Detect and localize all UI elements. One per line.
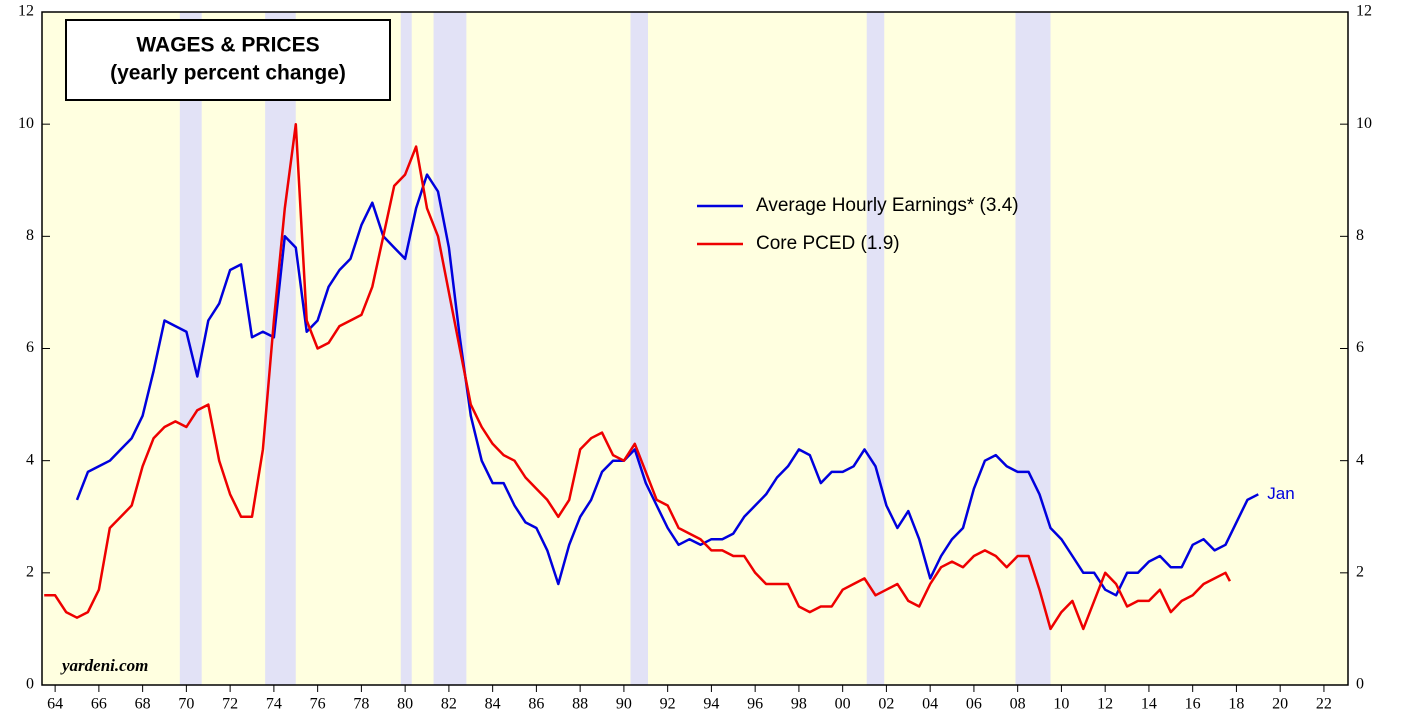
x-tick-label: 68 (135, 696, 151, 713)
legend-label: Average Hourly Earnings* (3.4) (756, 195, 1019, 216)
x-tick-label: 82 (441, 696, 457, 713)
y-tick-label: 12 (18, 3, 34, 20)
x-tick-label: 08 (1010, 696, 1026, 713)
x-tick-label: 96 (747, 696, 763, 713)
y-tick-label: 4 (26, 451, 34, 468)
x-tick-label: 84 (485, 696, 501, 713)
title-box (65, 19, 391, 101)
x-tick-label: 02 (878, 696, 894, 713)
x-tick-label: 66 (91, 696, 107, 713)
recession-band (866, 12, 885, 685)
x-tick-label: 92 (660, 696, 676, 713)
annotation: Jan (1267, 484, 1294, 503)
x-tick-label: 18 (1228, 696, 1244, 713)
recession-band (400, 12, 412, 685)
recession-band (630, 12, 648, 685)
x-tick-label: 12 (1097, 696, 1113, 713)
x-tick-label: 16 (1185, 696, 1201, 713)
recession-band (265, 12, 296, 685)
y2-tick-label: 4 (1356, 451, 1364, 468)
chart-title: WAGES & PRICES (136, 34, 319, 57)
x-tick-label: 88 (572, 696, 588, 713)
y2-tick-label: 6 (1356, 339, 1364, 356)
y-tick-label: 10 (18, 115, 34, 132)
series-line (44, 122, 1232, 631)
y-tick-label: 8 (26, 227, 34, 244)
x-tick-label: 00 (835, 696, 851, 713)
y2-tick-label: 12 (1356, 3, 1372, 20)
x-tick-label: 04 (922, 696, 938, 713)
x-tick-label: 78 (353, 696, 369, 713)
x-tick-label: 74 (266, 696, 282, 713)
y-tick-label: 2 (26, 564, 34, 581)
source: yardeni.com (60, 656, 148, 675)
y2-tick-label: 2 (1356, 564, 1364, 581)
x-tick-label: 76 (310, 696, 326, 713)
x-tick-label: 06 (966, 696, 982, 713)
plot-background (42, 12, 1348, 685)
x-tick-label: 20 (1272, 696, 1288, 713)
y-tick-label: 0 (26, 676, 34, 693)
y2-tick-label: 10 (1356, 115, 1372, 132)
recession-band (1015, 12, 1051, 685)
y2-tick-label: 8 (1356, 227, 1364, 244)
x-tick-label: 10 (1053, 696, 1069, 713)
x-tick-label: 22 (1316, 696, 1332, 713)
x-tick-label: 90 (616, 696, 632, 713)
x-tick-label: 94 (703, 696, 719, 713)
x-tick-label: 72 (222, 696, 238, 713)
chart-subtitle: (yearly percent change) (110, 62, 346, 85)
x-tick-label: 64 (47, 696, 63, 713)
x-tick-label: 80 (397, 696, 413, 713)
y-tick-label: 6 (26, 339, 34, 356)
series-line (75, 173, 1259, 597)
x-tick-label: 98 (791, 696, 807, 713)
y2-tick-label: 0 (1356, 676, 1364, 693)
x-tick-label: 70 (178, 696, 194, 713)
legend-label: Core PCED (1.9) (756, 233, 900, 254)
x-tick-label: 14 (1141, 696, 1157, 713)
x-tick-label: 86 (528, 696, 544, 713)
